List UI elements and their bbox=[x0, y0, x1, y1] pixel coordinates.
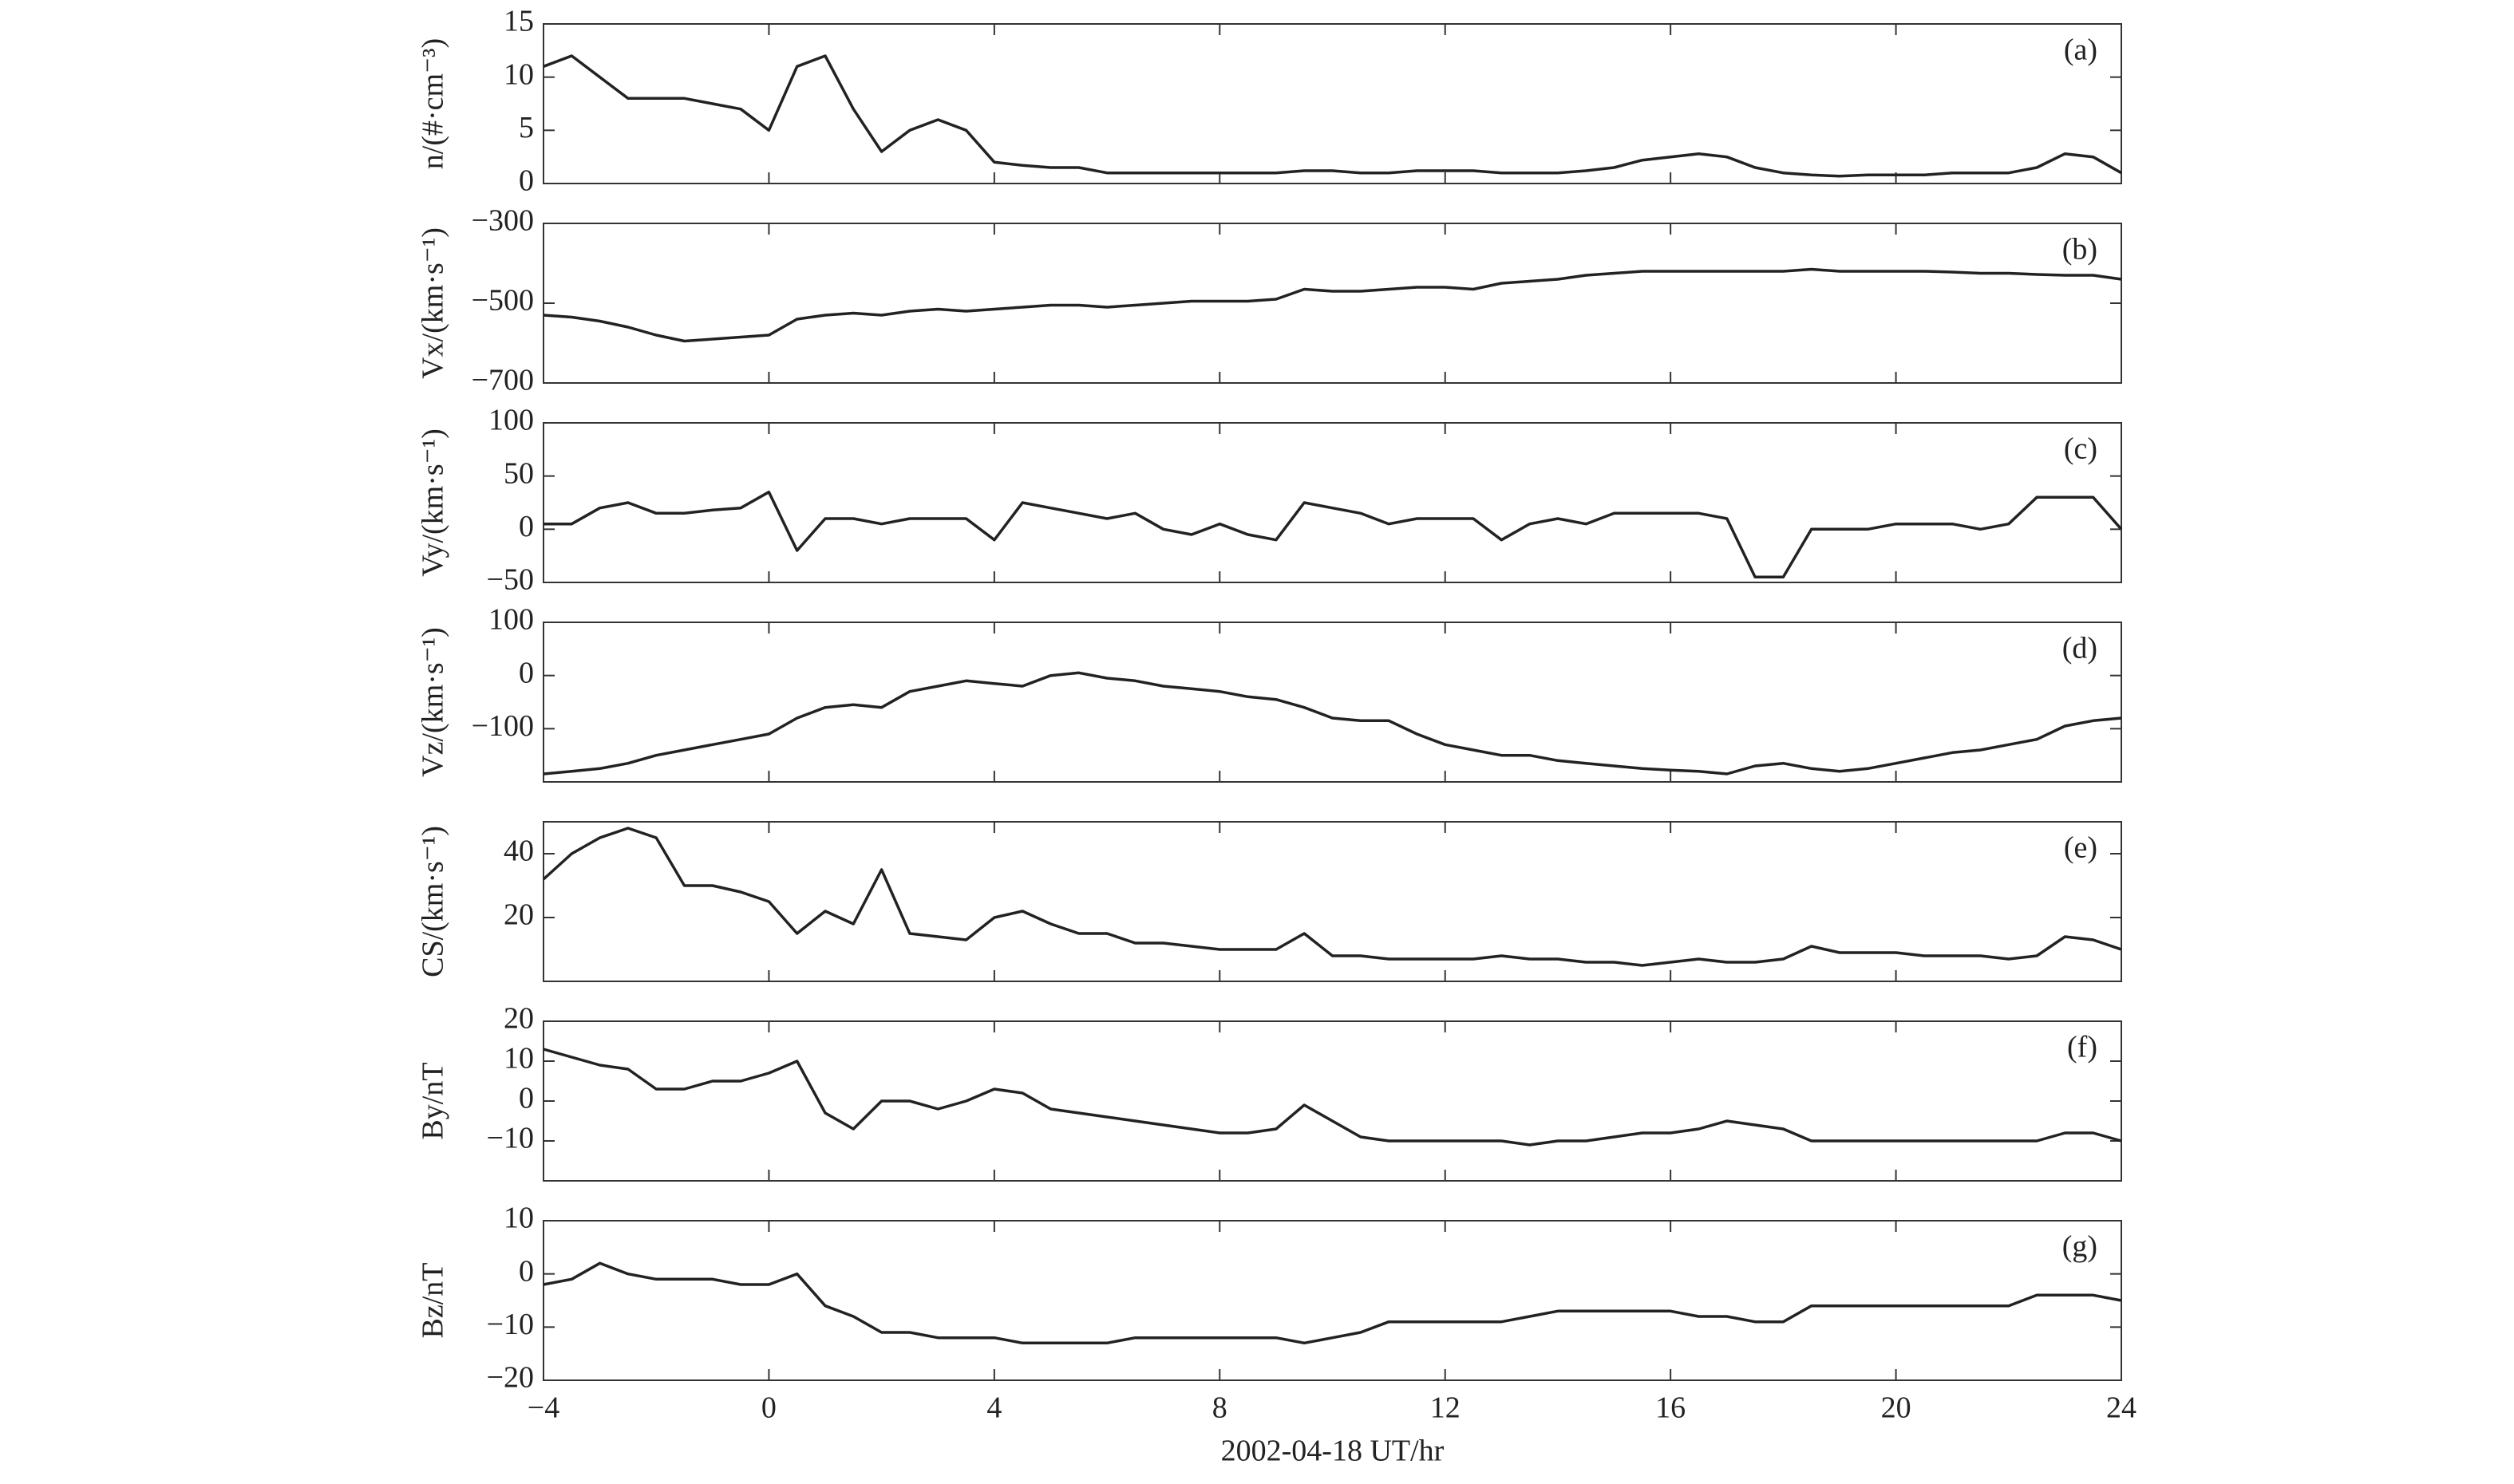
y-tick-label: 40 bbox=[504, 835, 534, 868]
y-tick-label: 15 bbox=[504, 5, 534, 38]
data-line bbox=[543, 267, 2122, 343]
panel-frame bbox=[543, 422, 2122, 583]
x-tick-label: −4 bbox=[528, 1391, 559, 1425]
data-line bbox=[543, 1261, 2122, 1345]
y-tick-label: −10 bbox=[487, 1122, 534, 1155]
y-axis-label: Bz/nT bbox=[417, 1263, 450, 1339]
y-tick-label: −300 bbox=[472, 204, 534, 238]
y-tick-label: 50 bbox=[504, 456, 534, 490]
y-tick-label: −20 bbox=[487, 1361, 534, 1395]
y-tick-label: 5 bbox=[519, 111, 534, 144]
y-tick-label: 0 bbox=[519, 656, 534, 689]
panel-label: (g) bbox=[2062, 1230, 2097, 1264]
panel-frame bbox=[543, 1020, 2122, 1182]
y-tick-label: −500 bbox=[472, 284, 534, 318]
x-tick-label: 24 bbox=[2106, 1391, 2137, 1425]
panel-frame bbox=[543, 821, 2122, 982]
y-axis-label: Vy/(km·s⁻¹) bbox=[417, 428, 450, 577]
data-line bbox=[544, 490, 2123, 579]
x-tick-label: 4 bbox=[986, 1391, 1002, 1425]
y-tick-label: 10 bbox=[504, 57, 534, 91]
data-line bbox=[542, 827, 2122, 967]
y-axis-label: CS/(km·s⁻¹) bbox=[417, 826, 450, 977]
y-tick-label: −50 bbox=[487, 563, 534, 597]
panel-frame bbox=[543, 1220, 2122, 1381]
panel-label: (b) bbox=[2062, 233, 2097, 266]
y-axis-label: n/(#·cm⁻³) bbox=[417, 38, 450, 169]
y-tick-label: 10 bbox=[504, 1202, 534, 1235]
panel-label: (f) bbox=[2067, 1031, 2097, 1064]
panel-frame bbox=[543, 223, 2122, 384]
x-tick-label: 20 bbox=[1881, 1391, 1911, 1425]
x-tick-label: 16 bbox=[1655, 1391, 1686, 1425]
y-tick-label: 0 bbox=[519, 1254, 534, 1288]
y-tick-label: 0 bbox=[519, 164, 534, 198]
y-axis-label: Vx/(km·s⁻¹) bbox=[417, 227, 450, 379]
y-axis-label: Vz/(km·s⁻¹) bbox=[417, 627, 450, 777]
data-line bbox=[543, 671, 2122, 776]
y-tick-label: −10 bbox=[487, 1308, 534, 1341]
y-tick-label: 20 bbox=[504, 898, 534, 932]
panel-label: (a) bbox=[2064, 34, 2097, 67]
panel-label: (c) bbox=[2064, 432, 2097, 466]
panel-label: (d) bbox=[2062, 632, 2097, 665]
y-tick-label: 0 bbox=[519, 1082, 534, 1115]
y-tick-label: 0 bbox=[519, 510, 534, 543]
y-tick-label: 100 bbox=[488, 603, 534, 637]
x-tick-label: 12 bbox=[1430, 1391, 1461, 1425]
data-line bbox=[543, 1048, 2122, 1147]
x-tick-label: 8 bbox=[1212, 1391, 1227, 1425]
y-tick-label: −100 bbox=[472, 709, 534, 743]
panel-frame bbox=[543, 23, 2122, 184]
panel-label: (e) bbox=[2064, 831, 2097, 865]
panel-frame bbox=[543, 622, 2122, 783]
y-tick-label: 20 bbox=[504, 1002, 534, 1036]
y-tick-label: 10 bbox=[504, 1042, 534, 1076]
x-axis-label: 2002-04-18 UT/hr bbox=[1221, 1435, 1445, 1468]
data-line bbox=[543, 54, 2122, 178]
y-tick-label: 100 bbox=[488, 404, 534, 437]
x-tick-label: 0 bbox=[761, 1391, 777, 1425]
y-axis-label: By/nT bbox=[417, 1062, 450, 1139]
y-tick-label: −700 bbox=[472, 364, 534, 397]
